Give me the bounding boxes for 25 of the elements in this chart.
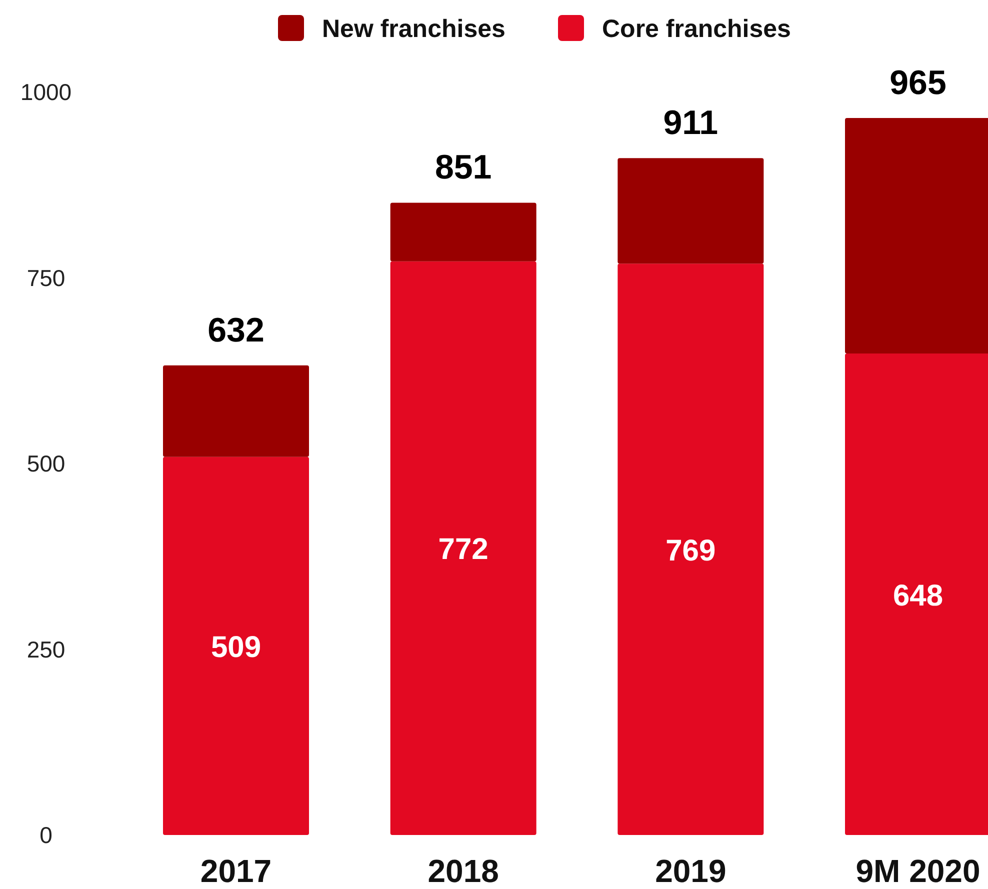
data-label: 769: [666, 534, 716, 568]
legend-label: New franchises: [322, 15, 506, 43]
total-label: 965: [890, 64, 946, 102]
total-label: 851: [434, 148, 492, 187]
bar: [618, 158, 764, 264]
y-tick-label: 750: [26, 264, 66, 291]
x-tick-label: 2018: [428, 853, 499, 889]
data-label: 648: [892, 579, 944, 612]
bar: [618, 264, 764, 835]
y-tick-label: 500: [26, 450, 66, 476]
x-tick-label: 2017: [200, 853, 272, 889]
bar: [163, 456, 309, 835]
data-label: 509: [210, 630, 262, 664]
total-label: 632: [208, 311, 264, 350]
bar: [163, 365, 309, 457]
y-tick-label: 0: [40, 822, 52, 848]
total-label: 911: [663, 104, 718, 142]
y-tick-label: 250: [26, 636, 66, 662]
y-tick-label: 1000: [20, 79, 72, 105]
legend-label: Core franchises: [602, 15, 791, 43]
x-tick-label: 9M 2020: [856, 853, 980, 889]
x-tick-label: 2019: [655, 853, 726, 889]
data-label: 772: [438, 533, 488, 566]
bar: [390, 202, 536, 262]
bar: [390, 261, 536, 835]
